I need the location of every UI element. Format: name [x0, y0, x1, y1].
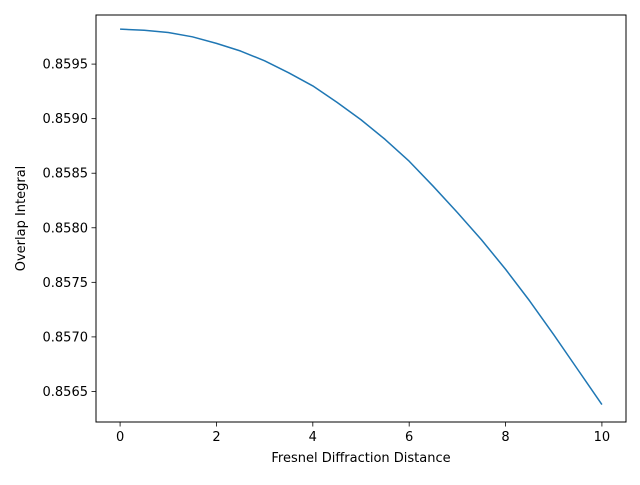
- y-tick-label: 0.8585: [43, 167, 89, 182]
- x-tick-label: 8: [501, 430, 509, 445]
- y-tick-label: 0.8595: [43, 58, 89, 73]
- series-line-0: [120, 28, 603, 405]
- plot-area: [96, 15, 626, 422]
- x-tick-label: 4: [309, 430, 317, 445]
- x-axis-label: Fresnel Diffraction Distance: [271, 451, 450, 466]
- y-axis: 0.8565 0.8570 0.8575 0.8580 0.8585 0.8590 0.85…: [43, 58, 96, 400]
- y-tick-label: 0.8580: [43, 221, 89, 236]
- y-tick-label: 0.8565: [43, 385, 89, 400]
- x-axis: 0 2 4 6 8 10: [116, 422, 610, 445]
- y-tick-label: 0.8590: [43, 112, 89, 127]
- plot-frame: [95, 14, 627, 423]
- y-axis-label: Overlap Integral: [14, 166, 29, 272]
- series-layer: [120, 28, 603, 405]
- x-tick-label: 0: [116, 430, 124, 445]
- y-tick-label: 0.8570: [43, 330, 89, 345]
- x-tick-label: 6: [405, 430, 413, 445]
- x-tick-label: 10: [594, 430, 611, 445]
- y-tick-label: 0.8575: [43, 276, 89, 291]
- x-tick-label: 2: [212, 430, 220, 445]
